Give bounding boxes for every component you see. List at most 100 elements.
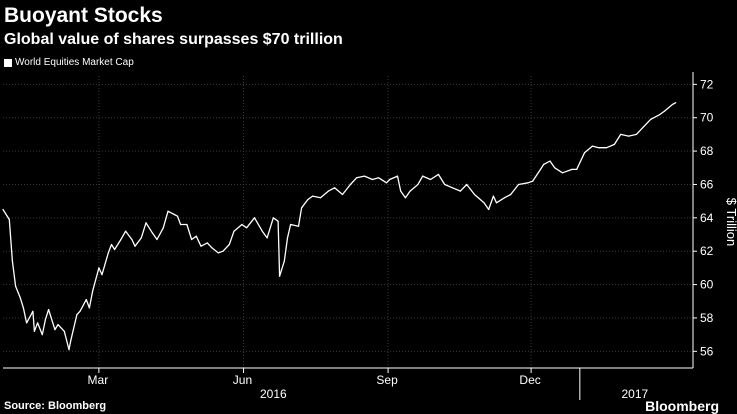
x-tick-label: Sep	[376, 373, 398, 387]
data-point	[363, 175, 366, 177]
data-point	[33, 330, 36, 332]
data-point	[19, 297, 21, 299]
data-point	[277, 220, 279, 222]
data-point	[527, 182, 529, 184]
data-point	[532, 180, 534, 182]
chart-subtitle: Global value of shares surpasses $70 tri…	[4, 31, 343, 48]
data-point	[54, 329, 56, 331]
chart-title: Buoyant Stocks	[4, 4, 163, 27]
data-point	[2, 208, 4, 211]
data-point	[79, 310, 81, 312]
data-point	[176, 215, 179, 217]
data-point	[606, 147, 608, 149]
year-label: 2016	[260, 387, 287, 401]
data-point	[63, 330, 65, 332]
data-point	[549, 160, 551, 162]
data-point	[650, 118, 652, 120]
data-point	[307, 198, 309, 201]
data-point	[356, 177, 358, 179]
x-tick-label: Jun	[233, 373, 252, 387]
data-point	[22, 307, 24, 309]
data-point	[396, 175, 399, 177]
data-point	[167, 210, 169, 212]
y-tick-label: 62	[700, 244, 714, 258]
y-tick-label: 70	[700, 111, 714, 125]
data-point	[642, 127, 644, 129]
data-point	[297, 225, 300, 227]
year-label: 2017	[621, 387, 648, 401]
data-point	[554, 167, 556, 169]
data-point	[186, 223, 188, 226]
data-point	[488, 208, 490, 211]
data-point	[409, 190, 411, 192]
data-point	[334, 187, 336, 189]
data-point	[162, 227, 164, 229]
data-point	[140, 237, 142, 239]
data-point	[211, 247, 213, 249]
data-point	[312, 195, 314, 197]
data-point	[483, 202, 485, 204]
data-point	[349, 183, 351, 186]
x-tick-label: Mar	[88, 373, 109, 387]
data-point	[217, 252, 219, 254]
data-point	[32, 310, 34, 312]
data-point	[8, 218, 10, 221]
series-line	[2, 102, 677, 351]
data-point	[613, 143, 616, 145]
data-point	[319, 197, 322, 199]
data-point	[378, 177, 380, 179]
legend-swatch	[4, 58, 12, 67]
data-point	[591, 145, 594, 147]
data-point	[200, 245, 202, 247]
data-point	[145, 222, 147, 224]
grid	[3, 76, 693, 368]
data-point	[114, 248, 116, 251]
data-point	[266, 237, 268, 239]
data-point	[561, 172, 564, 174]
data-point	[371, 178, 373, 181]
data-point	[206, 242, 208, 244]
data-point	[583, 152, 586, 154]
data-point	[659, 113, 661, 115]
data-point	[473, 193, 476, 196]
data-point	[125, 230, 127, 232]
data-point	[492, 195, 494, 197]
y-axis-title: $ Trillion	[724, 198, 737, 246]
data-point	[76, 314, 78, 316]
y-tick-label: 64	[700, 211, 714, 225]
data-point	[283, 260, 285, 262]
data-point	[404, 197, 406, 199]
data-point	[173, 213, 175, 216]
series-layer	[2, 102, 677, 351]
data-point	[68, 349, 70, 351]
data-point	[15, 285, 17, 287]
data-point	[628, 135, 630, 137]
data-point	[241, 223, 243, 226]
data-point	[385, 182, 388, 184]
data-point	[191, 238, 193, 241]
y-tick-label: 58	[700, 311, 714, 325]
data-point	[495, 202, 498, 204]
data-point	[286, 237, 289, 239]
legend-label: World Equities Market Cap	[15, 57, 134, 68]
data-point	[417, 183, 419, 186]
data-point	[88, 307, 90, 309]
y-tick-label: 56	[700, 344, 714, 358]
data-point	[341, 193, 344, 196]
data-point	[131, 238, 133, 241]
data-point	[26, 322, 28, 324]
data-point	[233, 230, 235, 232]
data-point	[195, 235, 197, 237]
data-point	[101, 274, 103, 276]
data-point	[48, 309, 50, 311]
brand-logo: Bloomberg	[645, 398, 719, 414]
data-point	[151, 232, 153, 234]
data-point	[598, 147, 600, 149]
y-tick-label: 66	[700, 177, 714, 191]
data-point	[290, 223, 292, 226]
data-point	[422, 175, 424, 177]
y-tick-label: 72	[700, 77, 714, 91]
data-point	[222, 250, 224, 252]
data-point	[327, 190, 329, 192]
